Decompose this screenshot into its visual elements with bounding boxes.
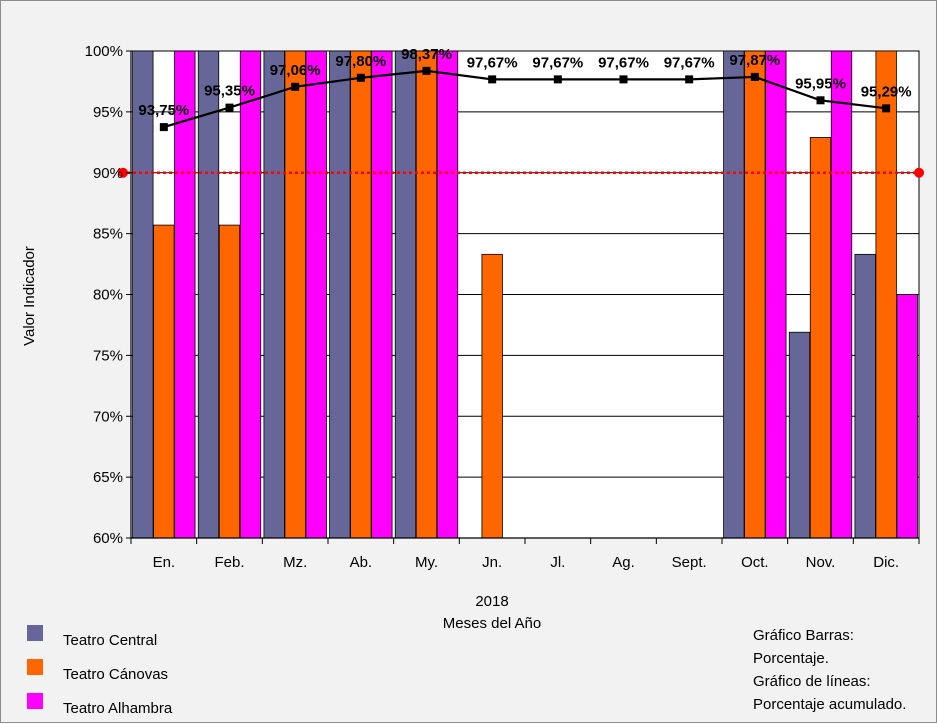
chart-note-line: Porcentaje. (753, 650, 829, 667)
line-point (159, 123, 168, 132)
x-tick-label: Sept. (672, 554, 707, 571)
x-tick-label: Feb. (214, 554, 244, 571)
target-marker (118, 167, 128, 178)
line-data-label: 97,87% (729, 52, 780, 69)
bar (809, 137, 832, 539)
bar (218, 224, 241, 539)
y-tick-label: 90% (93, 165, 123, 182)
target-marker (914, 167, 924, 178)
y-tick-label: 80% (93, 287, 123, 304)
bar (744, 50, 766, 539)
bar (153, 224, 175, 539)
chart-note: Gráfico Barras: Porcentaje. Gráfico de lín… (753, 627, 906, 713)
y-tick-label: 75% (93, 347, 123, 364)
bar (723, 50, 745, 539)
cumulative-line-path (163, 69, 887, 129)
line-point (291, 82, 300, 91)
y-tick-label: 100% (85, 43, 123, 60)
line-point (685, 75, 694, 84)
line-point (553, 75, 562, 84)
x-tick-label: Ag. (612, 554, 635, 571)
cumulative-line (159, 66, 891, 132)
line-point (882, 104, 891, 113)
legend-label: Teatro Central (63, 632, 157, 649)
bar (415, 50, 438, 539)
line-data-label: 98,37% (401, 46, 452, 63)
chart-note-line: Porcentaje acumulado. (753, 696, 906, 713)
y-tick-label: 85% (93, 226, 123, 243)
legend: Teatro Central Teatro Cánovas Teatro Alham… (27, 625, 173, 717)
y-tick-label: 65% (93, 469, 123, 486)
line-data-label: 97,67% (664, 54, 715, 71)
x-axis-title-year: 2018 (475, 593, 508, 610)
line-point (356, 73, 365, 82)
bar (350, 50, 372, 539)
x-tick-label: Ab. (350, 554, 373, 571)
line-data-label: 97,80% (335, 53, 386, 70)
x-axis-title: Meses del Año (443, 615, 541, 632)
y-axis-title: Valor Indicador (21, 246, 38, 346)
line-data-labels: 93,75% 95,35% 97,06% 97,80% 98,37% 97,67% 97,6… (138, 46, 911, 119)
bar (394, 50, 417, 539)
bar (197, 50, 220, 539)
bar (765, 50, 787, 539)
y-tick-labels: 60% 65% 70% 75% 80% 85% 90% 95% 100% (85, 43, 131, 547)
bar (371, 50, 393, 539)
bar (329, 50, 351, 539)
legend-label: Teatro Alhambra (63, 700, 173, 717)
bar (854, 253, 876, 539)
x-tick-label: Dic. (873, 554, 899, 571)
chart-note-line: Gráfico de líneas: (753, 673, 871, 690)
line-data-label: 97,67% (467, 54, 518, 71)
line-point (488, 75, 497, 84)
legend-swatch (27, 693, 43, 709)
target-line (118, 167, 924, 178)
bar (239, 50, 262, 539)
x-tick-labels: En. Feb. Mz. Ab. My. Jn. Jl. Ag. Sept. Oct. Nov. Di… (153, 554, 900, 571)
line-data-label: 97,67% (532, 54, 583, 71)
bar (132, 50, 154, 539)
chart-note-line: Gráfico Barras: (753, 627, 854, 644)
x-tick-label: En. (153, 554, 176, 571)
x-tick-label: Jl. (550, 554, 565, 571)
bar (481, 253, 503, 539)
line-point (816, 96, 825, 105)
x-tick-label: Mz. (283, 554, 307, 571)
line-point (422, 66, 431, 75)
line-data-label: 97,06% (270, 62, 321, 79)
x-tick-label: Nov. (806, 554, 836, 571)
x-tick-label: Oct. (741, 554, 769, 571)
y-tick-label: 60% (93, 530, 123, 547)
x-tick-label: My. (415, 554, 438, 571)
legend-swatch (27, 625, 43, 641)
line-data-label: 95,95% (795, 75, 846, 92)
x-tick-label: Jn. (482, 554, 502, 571)
bar (788, 331, 811, 539)
bar (263, 50, 285, 539)
bar (830, 50, 853, 539)
y-tick-label: 95% (93, 104, 123, 121)
bar (896, 294, 918, 539)
line-point (750, 72, 759, 81)
line-data-label: 93,75% (138, 102, 189, 119)
line-point (619, 75, 628, 84)
bar (305, 50, 327, 539)
legend-swatch (27, 659, 43, 675)
bar (436, 50, 459, 539)
line-point (225, 103, 234, 112)
line-data-label: 97,67% (598, 54, 649, 71)
legend-label: Teatro Cánovas (63, 666, 168, 683)
bar (875, 50, 897, 539)
line-data-label: 95,35% (204, 83, 255, 100)
line-data-label: 95,29% (861, 83, 912, 100)
bar (284, 50, 306, 539)
y-tick-label: 70% (93, 408, 123, 425)
